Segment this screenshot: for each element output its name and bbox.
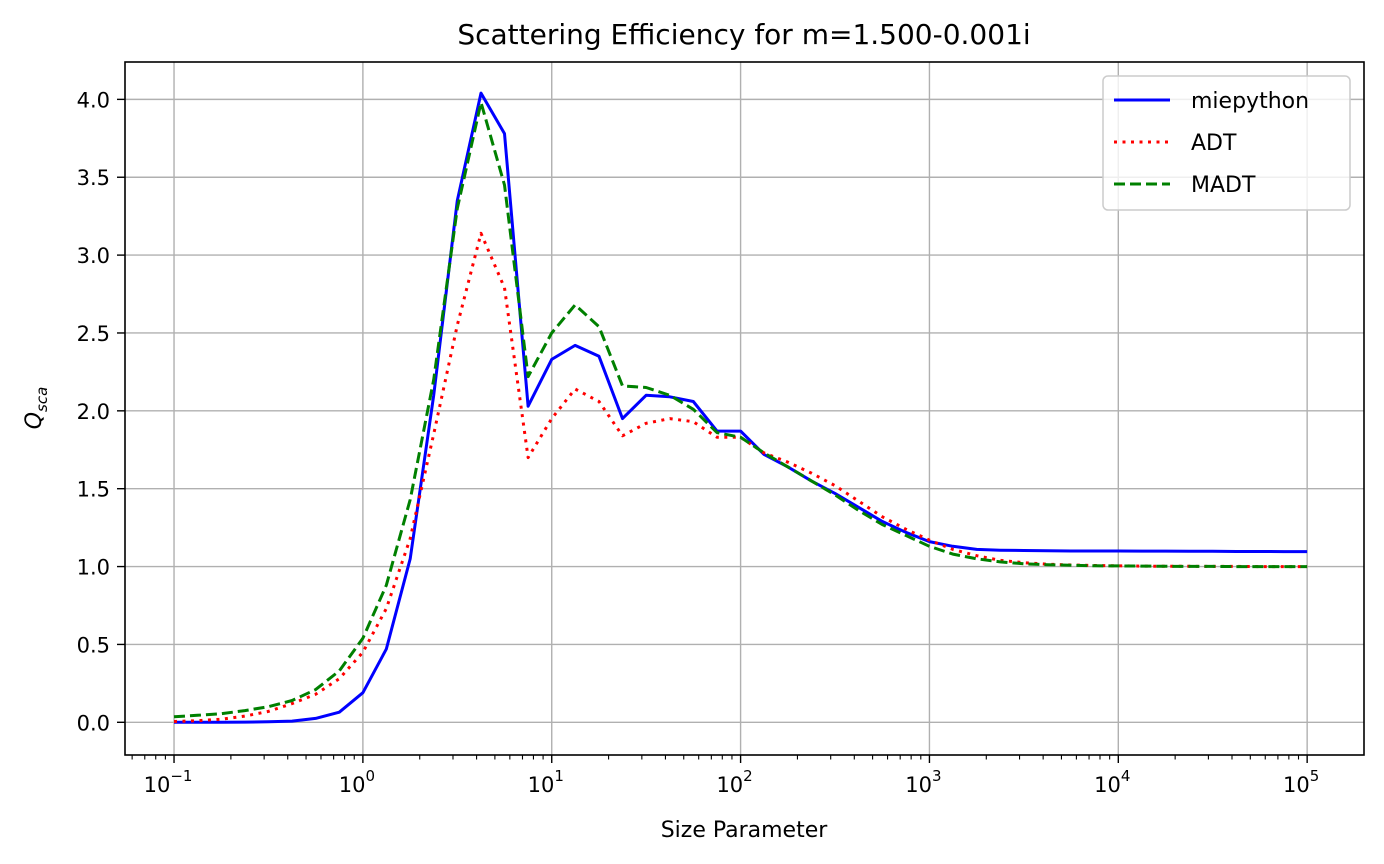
y-axis-label: Qsca (22, 387, 51, 430)
y-tick-label: 3.0 (77, 244, 110, 268)
x-tick-label-exponent: 1 (554, 767, 564, 785)
y-tick-label: 3.5 (77, 166, 110, 190)
series-line-madt (173, 101, 1308, 719)
x-tick-label-exponent: 4 (1121, 767, 1131, 785)
x-tick-label: 102 (716, 767, 752, 797)
y-tick-label: 4.0 (77, 88, 110, 112)
chart-title: Scattering Efficiency for m=1.500-0.001i (457, 18, 1030, 51)
y-tick-label: 0.5 (77, 633, 110, 657)
x-tick-label: 105 (1283, 767, 1319, 797)
x-tick-label-base: 10 (1283, 773, 1310, 797)
x-tick-label-exponent: 3 (932, 767, 942, 785)
x-tick-label-base: 10 (528, 773, 555, 797)
x-tick-label-exponent: 0 (365, 767, 375, 785)
y-tick-label: 2.5 (77, 322, 110, 346)
x-tick-label-exponent: 2 (743, 767, 753, 785)
legend-label-madt: MADT (1191, 173, 1256, 198)
x-tick-label-exponent: −1 (170, 767, 192, 785)
x-tick-label-base: 10 (144, 773, 171, 797)
x-tick-label-base: 10 (905, 773, 932, 797)
y-axis-label-base: Q (22, 412, 47, 429)
x-tick-label: 104 (1094, 767, 1130, 797)
legend: miepython ADT MADT (1102, 75, 1351, 211)
axis-ticks: 10−1 100 101 102 103 104 1050.00.51.01.52.02.5… (77, 88, 1320, 797)
legend-label-adt: ADT (1191, 131, 1237, 156)
series-line-miepython (174, 91, 1308, 724)
y-tick-label: 2.0 (77, 400, 110, 424)
x-tick-label-base: 10 (1094, 773, 1121, 797)
y-tick-label: 1.0 (77, 556, 110, 580)
x-tick-label-base: 10 (339, 773, 366, 797)
plot-frame (124, 61, 1365, 756)
y-tick-label: 0.0 (77, 711, 110, 735)
x-tick-label-base: 10 (716, 773, 743, 797)
legend-box (1102, 75, 1351, 211)
legend-label-miepython: miepython (1191, 89, 1309, 114)
x-tick-label-exponent: 5 (1310, 767, 1320, 785)
x-axis-label: Size Parameter (661, 818, 829, 843)
plot-series (173, 91, 1308, 724)
x-tick-label: 100 (339, 767, 375, 797)
x-tick-label: 101 (528, 767, 564, 797)
x-tick-label: 103 (905, 767, 941, 797)
y-tick-label: 1.5 (77, 478, 110, 502)
x-tick-label: 10−1 (144, 767, 193, 797)
y-axis-label-subscript: sca (33, 387, 51, 412)
